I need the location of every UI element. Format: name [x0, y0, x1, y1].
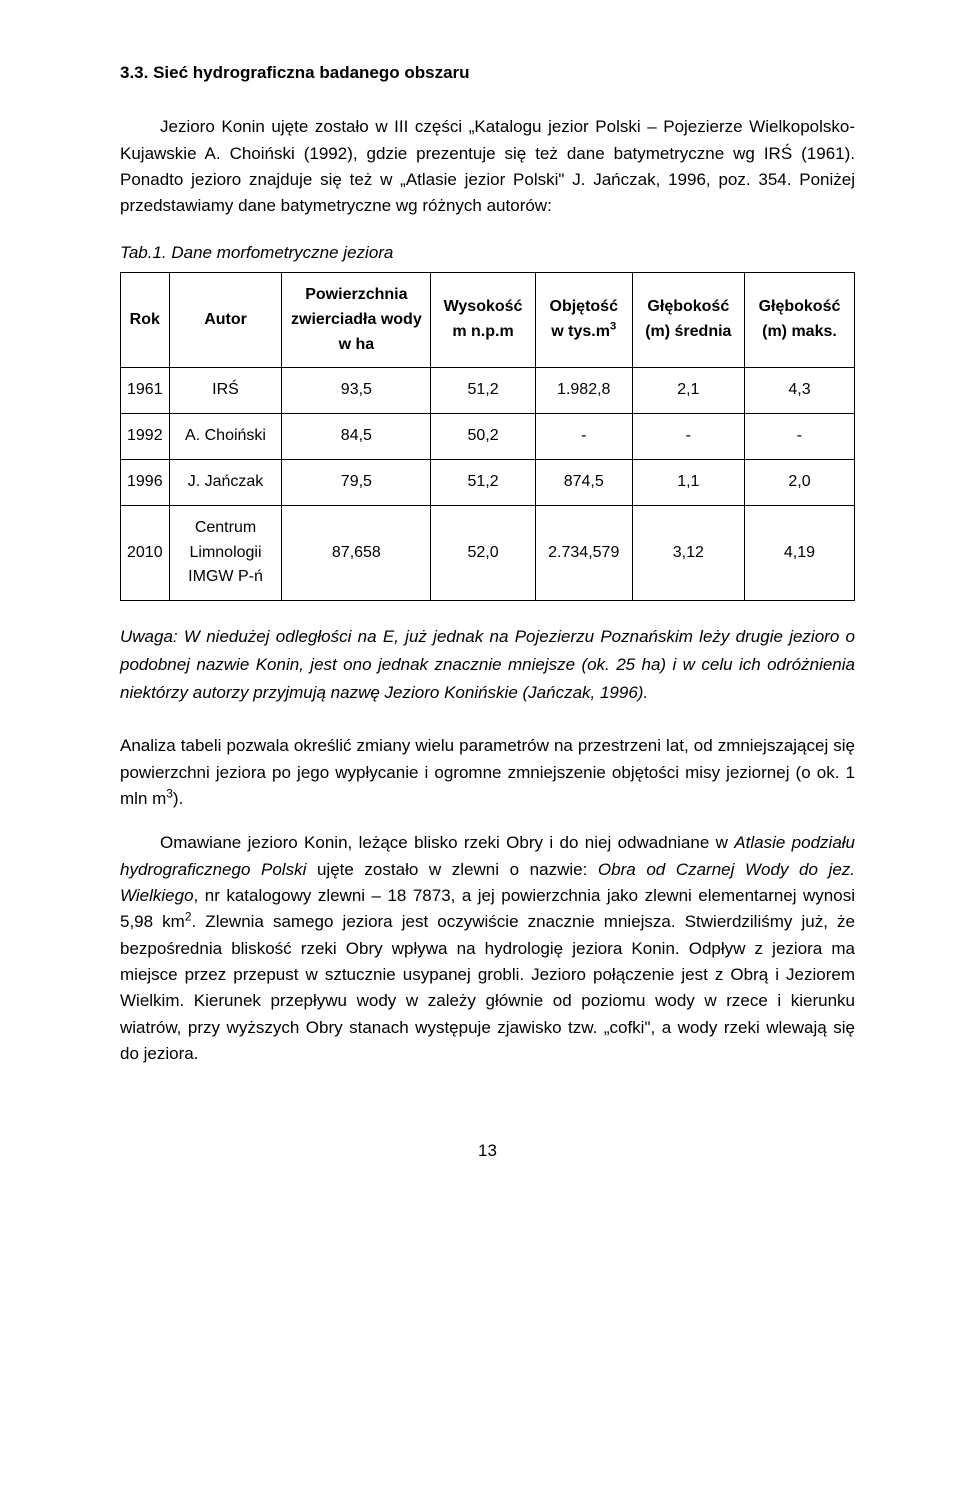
table-header-row: Rok Autor Powierzchnia zwierciadła wody … [121, 273, 855, 368]
cell-pow: 87,658 [282, 505, 431, 600]
col-pow: Powierzchnia zwierciadła wody w ha [282, 273, 431, 368]
cell-autor: A. Choiński [169, 414, 282, 460]
col-autor: Autor [169, 273, 282, 368]
table-row: 2010 Centrum Limnologii IMGW P-ń 87,658 … [121, 505, 855, 600]
cell-rok: 1996 [121, 460, 170, 506]
cell-autor: IRŚ [169, 368, 282, 414]
col-obj: Objętość w tys.m3 [535, 273, 632, 368]
cell-rok: 1961 [121, 368, 170, 414]
col-rok: Rok [121, 273, 170, 368]
paragraph-3: Omawiane jezioro Konin, leżące blisko rz… [120, 830, 855, 1067]
cell-gm: 4,3 [744, 368, 854, 414]
cell-pow: 93,5 [282, 368, 431, 414]
cell-gs: 1,1 [632, 460, 744, 506]
col-gm: Głębokość (m) maks. [744, 273, 854, 368]
cell-gm: - [744, 414, 854, 460]
paragraph-2: Analiza tabeli pozwala określić zmiany w… [120, 733, 855, 812]
cell-rok: 1992 [121, 414, 170, 460]
cell-autor: Centrum Limnologii IMGW P-ń [169, 505, 282, 600]
cell-obj: 2.734,579 [535, 505, 632, 600]
page-number: 13 [120, 1138, 855, 1164]
note-uwaga: Uwaga: W niedużej odległości na E, już j… [120, 623, 855, 707]
paragraph-1: Jezioro Konin ujęte zostało w III części… [120, 114, 855, 219]
cell-pow: 84,5 [282, 414, 431, 460]
cell-gm: 4,19 [744, 505, 854, 600]
table-row: 1992 A. Choiński 84,5 50,2 - - - [121, 414, 855, 460]
cell-obj: 1.982,8 [535, 368, 632, 414]
table-row: 1996 J. Jańczak 79,5 51,2 874,5 1,1 2,0 [121, 460, 855, 506]
cell-autor: J. Jańczak [169, 460, 282, 506]
cell-wys: 51,2 [431, 368, 535, 414]
cell-obj: 874,5 [535, 460, 632, 506]
cell-gm: 2,0 [744, 460, 854, 506]
cell-wys: 50,2 [431, 414, 535, 460]
cell-obj: - [535, 414, 632, 460]
table-caption: Tab.1. Dane morfometryczne jeziora [120, 240, 855, 266]
cell-rok: 2010 [121, 505, 170, 600]
table-row: 1961 IRŚ 93,5 51,2 1.982,8 2,1 4,3 [121, 368, 855, 414]
cell-wys: 51,2 [431, 460, 535, 506]
cell-gs: - [632, 414, 744, 460]
section-heading: 3.3. Sieć hydrograficzna badanego obszar… [120, 60, 855, 86]
cell-gs: 3,12 [632, 505, 744, 600]
col-wys: Wysokość m n.p.m [431, 273, 535, 368]
cell-gs: 2,1 [632, 368, 744, 414]
cell-wys: 52,0 [431, 505, 535, 600]
morphometry-table: Rok Autor Powierzchnia zwierciadła wody … [120, 272, 855, 601]
col-gs: Głębokość (m) średnia [632, 273, 744, 368]
cell-pow: 79,5 [282, 460, 431, 506]
